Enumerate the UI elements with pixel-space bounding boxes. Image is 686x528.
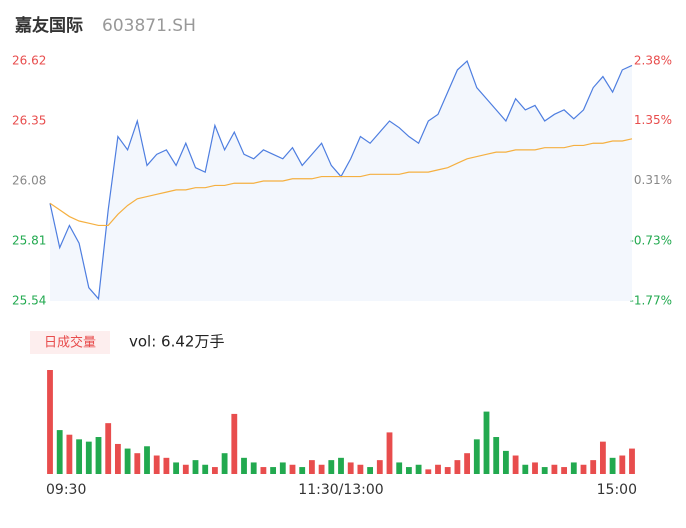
volume-bar — [376, 460, 383, 474]
x-tick-label: 15:00 — [597, 482, 637, 498]
volume-bar — [124, 448, 131, 474]
volume-bar — [532, 462, 538, 474]
volume-bar — [66, 434, 73, 474]
volume-bar — [444, 467, 451, 474]
volume-bar — [512, 455, 519, 474]
y2-tick-label: -1.77% — [630, 294, 672, 308]
volume-bar — [629, 448, 635, 474]
volume-bar — [163, 457, 170, 474]
x-tick-label: 11:30/13:00 — [298, 482, 383, 498]
volume-bar — [173, 462, 180, 474]
volume-bar — [347, 462, 354, 474]
volume-bar — [95, 437, 102, 474]
volume-bar — [425, 469, 432, 474]
volume-bar — [561, 467, 568, 474]
volume-bar — [182, 464, 189, 474]
volume-bar — [590, 460, 597, 474]
average-line — [49, 138, 633, 227]
volume-bar — [435, 464, 441, 474]
y-tick-label: 26.08 — [12, 174, 46, 188]
volume-bar — [367, 467, 374, 474]
volume-bar — [299, 467, 306, 474]
volume-bar — [599, 441, 606, 474]
volume-bar — [250, 462, 257, 474]
y2-tick-label: -0.73% — [630, 233, 672, 247]
volume-bar — [328, 460, 335, 474]
volume-bar — [279, 462, 286, 474]
volume-bar — [211, 467, 218, 474]
volume-bar — [454, 460, 461, 474]
volume-bar — [396, 462, 403, 474]
volume-bar — [192, 460, 199, 474]
volume-bar — [580, 464, 587, 474]
volume-bar — [493, 437, 500, 474]
volume-bar — [241, 457, 247, 474]
y-tick-label: 25.54 — [12, 294, 46, 308]
volume-bar — [202, 464, 209, 474]
y-tick-label: 26.35 — [12, 114, 46, 128]
volume-bar — [357, 464, 364, 474]
volume-bar — [270, 467, 277, 474]
volume-bar — [153, 455, 160, 474]
volume-bar — [502, 450, 509, 474]
volume-bar — [318, 464, 325, 474]
volume-bar — [221, 453, 228, 474]
y-tick-label: 25.81 — [12, 234, 46, 248]
volume-bar — [619, 455, 626, 474]
volume-bar — [56, 430, 63, 474]
price-area — [50, 61, 632, 301]
stock-name: 嘉友国际 — [14, 15, 83, 36]
volume-button[interactable]: 日成交量 — [44, 335, 96, 351]
y2-tick-label: 0.31% — [634, 173, 672, 187]
volume-bar — [522, 464, 529, 474]
volume-bar — [386, 432, 393, 474]
volume-bar — [464, 453, 471, 474]
volume-bar — [483, 411, 490, 474]
volume-bar — [105, 423, 112, 474]
volume-bar — [134, 453, 141, 474]
volume-bar — [114, 443, 121, 474]
volume-bar — [308, 460, 315, 474]
y2-tick-label: 2.38% — [634, 54, 672, 68]
volume-bar — [231, 413, 238, 474]
volume-button-bg[interactable] — [30, 331, 110, 354]
volume-bar — [570, 462, 577, 474]
volume-bar — [47, 370, 53, 474]
volume-bar — [260, 467, 267, 474]
volume-bar — [76, 439, 83, 474]
volume-bar — [415, 464, 422, 474]
volume-bar — [473, 439, 480, 474]
x-tick-label: 09:30 — [46, 482, 86, 498]
volume-bar — [609, 457, 616, 474]
stock-code: 603871.SH — [102, 16, 196, 36]
volume-bar — [405, 467, 412, 474]
volume-label: vol: 6.42万手 — [129, 333, 224, 351]
volume-bar — [144, 446, 150, 474]
volume-bar — [338, 457, 344, 474]
volume-bar — [85, 441, 92, 474]
volume-bar — [551, 464, 558, 474]
volume-bar — [541, 467, 548, 474]
y-tick-label: 26.62 — [12, 54, 46, 68]
volume-bar — [289, 464, 296, 474]
y2-tick-label: 1.35% — [634, 113, 672, 127]
